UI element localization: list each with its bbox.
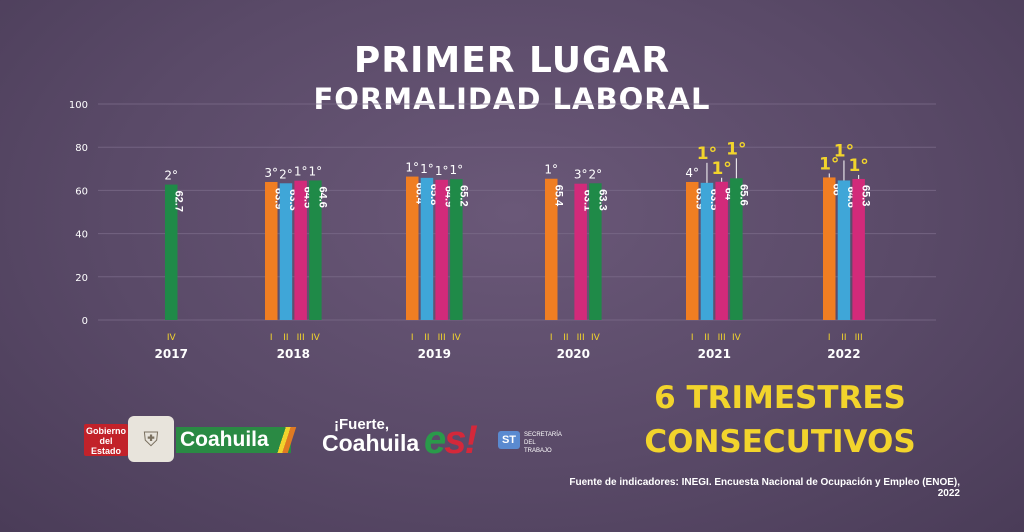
rank-label: 1° xyxy=(544,163,558,177)
quarter-tick-label: II xyxy=(704,333,709,343)
rank-label: 1° xyxy=(819,154,839,174)
year-label: 2017 xyxy=(155,347,188,361)
bar xyxy=(420,177,434,320)
quarter-tick-label: I xyxy=(828,333,831,343)
bar xyxy=(435,179,448,320)
quarter-tick-label: II xyxy=(283,333,288,343)
rank-label: 1° xyxy=(420,162,434,176)
rank-label: 4° xyxy=(685,166,699,180)
bar xyxy=(837,180,851,320)
bar xyxy=(823,177,836,320)
page-title: PRIMER LUGAR xyxy=(353,40,671,81)
rank-label: 1° xyxy=(309,164,323,178)
coahuila-logo: Coahuila xyxy=(176,427,291,453)
fuerte-logo-line2: Coahuila xyxy=(322,430,420,456)
bar xyxy=(700,182,714,320)
quarter-tick-label: II xyxy=(841,333,846,343)
year-label: 2021 xyxy=(698,347,731,361)
quarter-tick-label: I xyxy=(691,333,694,343)
bar-value-label: 64.6 xyxy=(316,186,328,207)
bar xyxy=(545,178,558,320)
rank-label: 1° xyxy=(450,163,464,177)
year-label: 2019 xyxy=(418,347,451,361)
year-label: 2020 xyxy=(557,347,590,361)
year-label: 2018 xyxy=(277,347,310,361)
quarter-tick-label: IV xyxy=(452,333,462,343)
quarter-tick-label: IV xyxy=(591,333,601,343)
quarter-tick-label: IV xyxy=(167,333,177,343)
rank-label: 2° xyxy=(279,167,293,181)
rank-label: 1° xyxy=(834,141,854,161)
quarter-tick-label: III xyxy=(855,333,863,343)
rank-label: 1° xyxy=(697,144,717,164)
quarter-tick-label: III xyxy=(438,333,446,343)
rank-label: 3° xyxy=(264,166,278,180)
bar xyxy=(265,181,278,320)
secretaria-trabajo-logo: ST xyxy=(498,431,520,449)
bar-value-label: 65.3 xyxy=(860,185,872,206)
bar xyxy=(279,183,293,320)
rank-label: 1° xyxy=(435,164,449,178)
bar-value-label: 65.4 xyxy=(552,185,564,207)
bar xyxy=(852,178,865,320)
bar xyxy=(589,183,602,320)
es-logo-s: s! xyxy=(444,418,478,462)
bar xyxy=(450,179,463,320)
rank-label: 2° xyxy=(164,169,178,183)
y-tick-label: 60 xyxy=(75,186,88,197)
quarter-tick-label: I xyxy=(270,333,273,343)
quarter-tick-label: I xyxy=(411,333,414,343)
bar-value-label: 63.3 xyxy=(596,189,608,210)
y-tick-label: 20 xyxy=(75,273,88,284)
bar xyxy=(165,184,178,320)
y-tick-label: 80 xyxy=(75,143,88,154)
secretaria-trabajo-text: SECRETARÍA DEL TRABAJO xyxy=(524,432,562,454)
quarter-tick-label: IV xyxy=(311,333,321,343)
bar-value-label: 65.2 xyxy=(457,185,469,206)
rank-label: 1° xyxy=(405,161,419,175)
rank-label: 2° xyxy=(589,167,603,181)
quarter-tick-label: III xyxy=(297,333,305,343)
source-note: Fuente de indicadores: INEGI. Encuesta N… xyxy=(569,477,960,499)
bar-value-label: 65.6 xyxy=(737,184,749,205)
callout-line2: CONSECUTIVOS xyxy=(644,424,916,460)
page-subtitle: FORMALIDAD LABORAL xyxy=(313,82,711,116)
bar xyxy=(730,178,743,320)
gobierno-estado-logo: Gobierno del Estado xyxy=(84,424,128,456)
y-tick-label: 100 xyxy=(69,100,88,111)
bar xyxy=(715,181,728,320)
year-label: 2022 xyxy=(827,347,860,361)
rank-label: 1° xyxy=(711,159,731,179)
quarter-tick-label: II xyxy=(424,333,429,343)
fuerte-logo-line1: ¡Fuerte, xyxy=(334,416,390,433)
rank-label: 3° xyxy=(574,168,588,182)
rank-label: 1° xyxy=(726,139,746,159)
quarter-tick-label: III xyxy=(718,333,726,343)
y-tick-label: 40 xyxy=(75,230,88,241)
bar-value-label: 62.7 xyxy=(172,191,184,212)
rank-label: 1° xyxy=(848,156,868,176)
y-tick-label: 0 xyxy=(82,316,88,327)
es-logo: es! xyxy=(424,418,478,463)
quarter-tick-label: IV xyxy=(732,333,742,343)
bar xyxy=(406,176,419,320)
quarter-tick-label: II xyxy=(563,333,568,343)
es-logo-e: e xyxy=(424,418,446,462)
callout-line1: 6 TRIMESTRES xyxy=(654,380,906,416)
bar xyxy=(294,180,307,320)
bar xyxy=(309,180,322,320)
bar xyxy=(686,181,699,320)
quarter-tick-label: I xyxy=(550,333,553,343)
rank-label: 1° xyxy=(294,165,308,179)
state-seal-icon: ⛨ xyxy=(128,416,174,462)
bar xyxy=(574,183,587,320)
quarter-tick-label: III xyxy=(577,333,585,343)
